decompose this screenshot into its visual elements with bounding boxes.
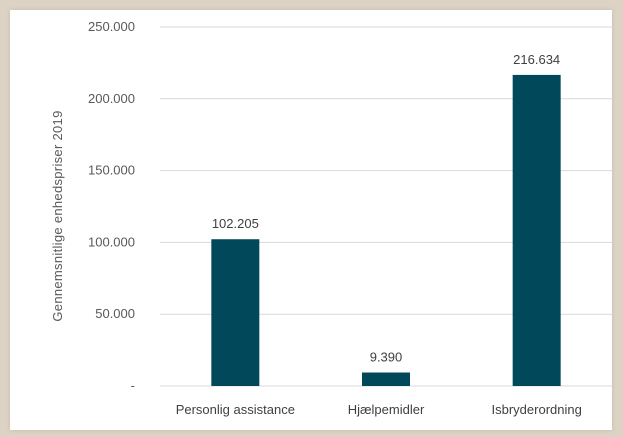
data-label: 216.634 (513, 52, 560, 67)
bar (211, 239, 260, 386)
data-labels: 102.205 9.390 216.634 (212, 52, 560, 365)
y-tick-label: 200.000 (88, 91, 135, 106)
bar-chart: - 50.000 100.000 150.000 200.000 250.000 102.… (50, 19, 612, 417)
y-tick-label: 50.000 (95, 306, 135, 321)
bars (211, 74, 561, 386)
x-category-label: Personlig assistance (176, 402, 295, 417)
y-tick-label: 250.000 (88, 19, 135, 34)
chart-card: - 50.000 100.000 150.000 200.000 250.000 102.… (10, 10, 612, 430)
data-label: 9.390 (370, 350, 403, 365)
x-axis-categories: Personlig assistance Hjælpemidler Isbryder… (176, 402, 582, 417)
data-label: 102.205 (212, 216, 259, 231)
y-axis-ticks: - 50.000 100.000 150.000 200.000 250.000 (88, 19, 135, 393)
bar (512, 74, 561, 386)
y-tick-label: - (131, 378, 135, 393)
y-tick-label: 150.000 (88, 163, 135, 178)
y-tick-label: 100.000 (88, 234, 135, 249)
x-category-label: Hjælpemidler (348, 402, 425, 417)
bar (362, 372, 410, 386)
x-category-label: Isbryderordning (492, 402, 582, 417)
y-axis-title: Gennemsnitlige enhedspriser 2019 (50, 110, 65, 321)
